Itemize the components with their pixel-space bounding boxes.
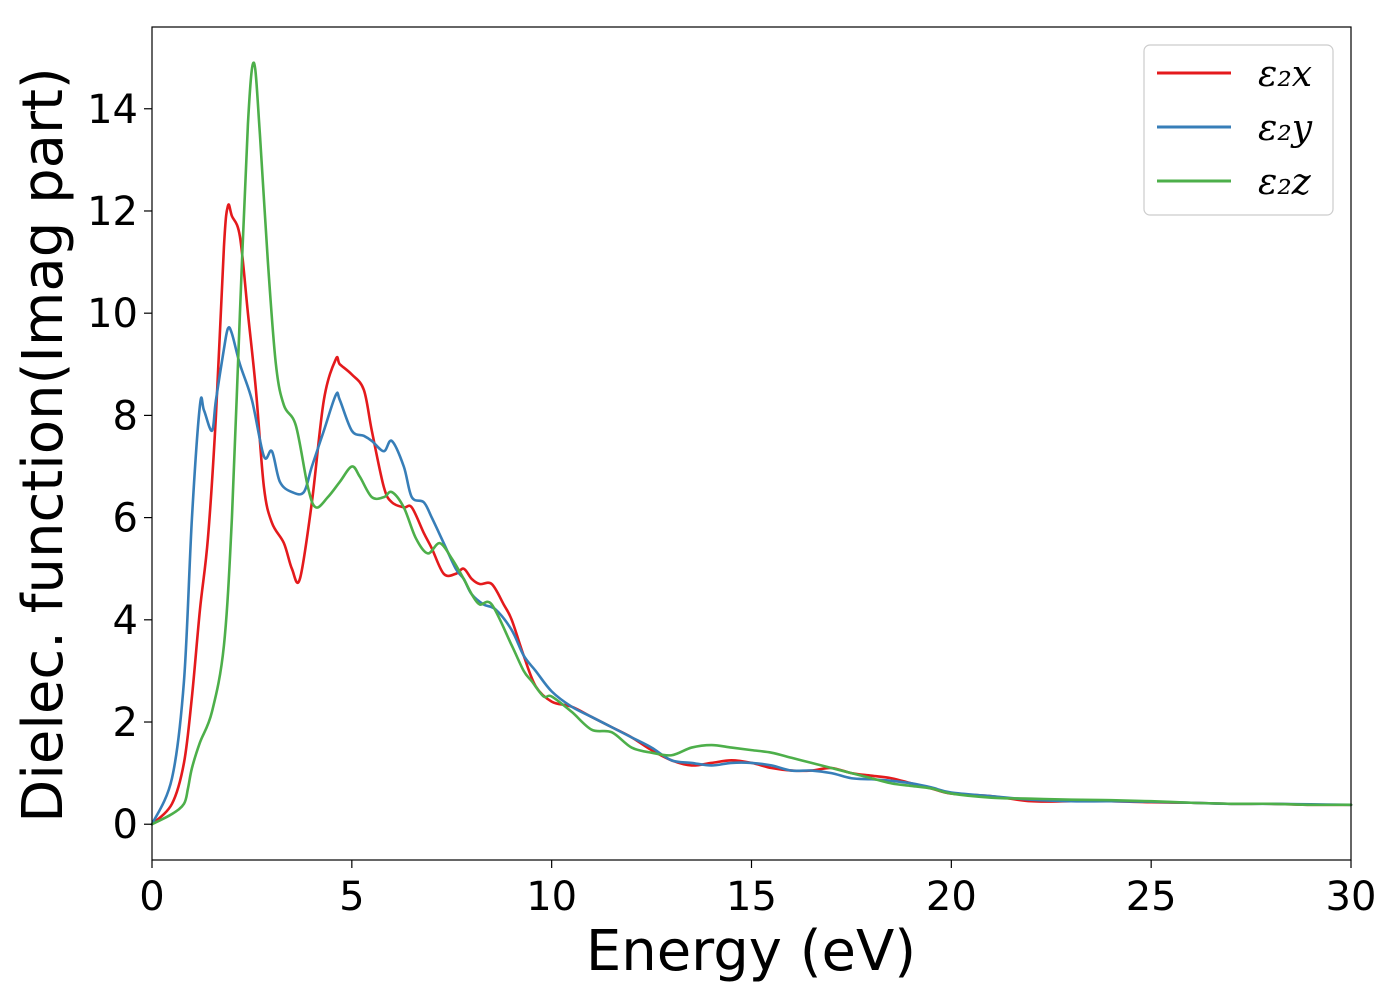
y-tick-label: 12 bbox=[87, 189, 138, 235]
x-axis: 0 5 10 15 20 25 30 bbox=[139, 860, 1376, 920]
legend-label-z: ε₂z bbox=[1258, 162, 1312, 203]
y-tick-label: 4 bbox=[113, 598, 138, 644]
y-tick-label: 2 bbox=[113, 700, 138, 746]
x-tick-label: 25 bbox=[1126, 874, 1177, 920]
y-tick-label: 8 bbox=[113, 393, 138, 439]
series-line-z bbox=[150, 61, 1353, 826]
legend: ε₂x ε₂y ε₂z bbox=[1143, 44, 1334, 216]
y-axis-label: Dielec. function(Imag part) bbox=[11, 67, 76, 823]
series-layer bbox=[150, 61, 1353, 826]
y-tick-label: 6 bbox=[113, 496, 138, 542]
legend-label-x: ε₂x bbox=[1258, 54, 1312, 95]
legend-label-y: ε₂y bbox=[1258, 108, 1313, 149]
legend-box bbox=[1143, 44, 1334, 216]
y-tick-label: 0 bbox=[113, 802, 138, 848]
x-axis-label: Energy (eV) bbox=[586, 919, 916, 984]
y-tick-label: 10 bbox=[87, 291, 138, 337]
y-tick-label: 14 bbox=[87, 87, 138, 133]
x-tick-label: 5 bbox=[339, 874, 364, 920]
x-tick-label: 15 bbox=[726, 874, 777, 920]
x-tick-label: 0 bbox=[139, 874, 164, 920]
x-tick-label: 30 bbox=[1326, 874, 1377, 920]
x-tick-label: 10 bbox=[526, 874, 577, 920]
x-tick-label: 20 bbox=[926, 874, 977, 920]
y-axis: 0 2 4 6 8 10 12 14 bbox=[87, 87, 152, 848]
